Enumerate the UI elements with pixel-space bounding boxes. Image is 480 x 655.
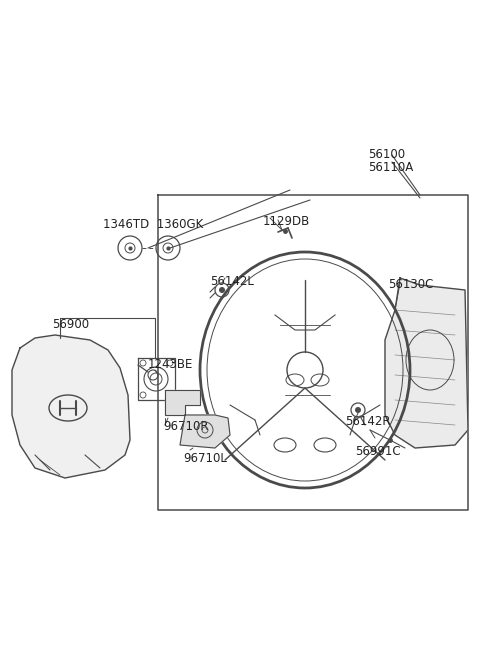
Polygon shape	[385, 278, 468, 448]
Polygon shape	[12, 335, 130, 478]
Text: 56130C: 56130C	[388, 278, 433, 291]
Text: 56142R: 56142R	[345, 415, 391, 428]
Circle shape	[219, 287, 225, 293]
Polygon shape	[165, 390, 200, 415]
Circle shape	[355, 407, 361, 413]
Text: 1129DB: 1129DB	[263, 215, 310, 228]
Text: 56991C: 56991C	[355, 445, 401, 458]
Text: 1243BE: 1243BE	[148, 358, 193, 371]
Text: 56900: 56900	[52, 318, 89, 331]
Text: 96710R: 96710R	[163, 420, 208, 433]
Text: 56142L: 56142L	[210, 275, 254, 288]
Text: 56100: 56100	[368, 148, 405, 161]
Text: 96710L: 96710L	[183, 452, 227, 465]
Text: 56110A: 56110A	[368, 161, 413, 174]
Text: 1346TD  1360GK: 1346TD 1360GK	[103, 218, 203, 231]
Polygon shape	[180, 415, 230, 448]
